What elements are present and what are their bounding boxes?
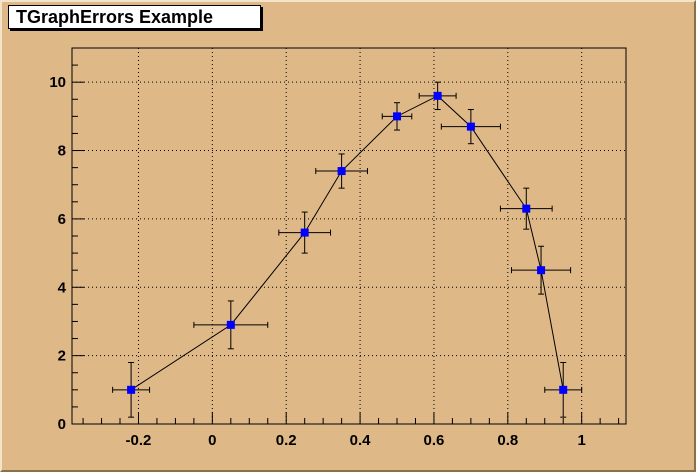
x-tick-label: 0.2 (276, 432, 297, 449)
data-point-marker (522, 204, 531, 213)
data-point-marker (466, 122, 475, 131)
x-tick-label: 1 (578, 432, 586, 449)
data-point-marker (537, 266, 546, 275)
y-tick-label: 4 (58, 279, 67, 296)
data-point-marker (127, 385, 136, 394)
y-tick-label: 8 (58, 143, 66, 160)
x-tick-label: 0.8 (497, 432, 518, 449)
x-tick-label: 0.4 (350, 432, 372, 449)
grid-layer (72, 48, 626, 424)
x-tick-label: 0 (208, 432, 216, 449)
data-point-marker (226, 320, 235, 329)
data-point-marker (559, 385, 568, 394)
y-tick-label: 0 (58, 416, 66, 433)
series-line (130, 95, 564, 391)
data-point-marker (337, 167, 346, 176)
y-tick-label: 10 (49, 74, 66, 91)
x-tick-label: 0.6 (424, 432, 445, 449)
y-tick-label: 2 (58, 348, 66, 365)
data-point-marker (300, 228, 309, 237)
data-layer (112, 81, 583, 418)
data-point-marker (433, 91, 442, 100)
x-tick-label: -0.2 (126, 432, 152, 449)
chart-title: TGraphErrors Example (8, 5, 261, 29)
data-point-marker (393, 112, 402, 121)
y-tick-label: 6 (58, 211, 66, 228)
